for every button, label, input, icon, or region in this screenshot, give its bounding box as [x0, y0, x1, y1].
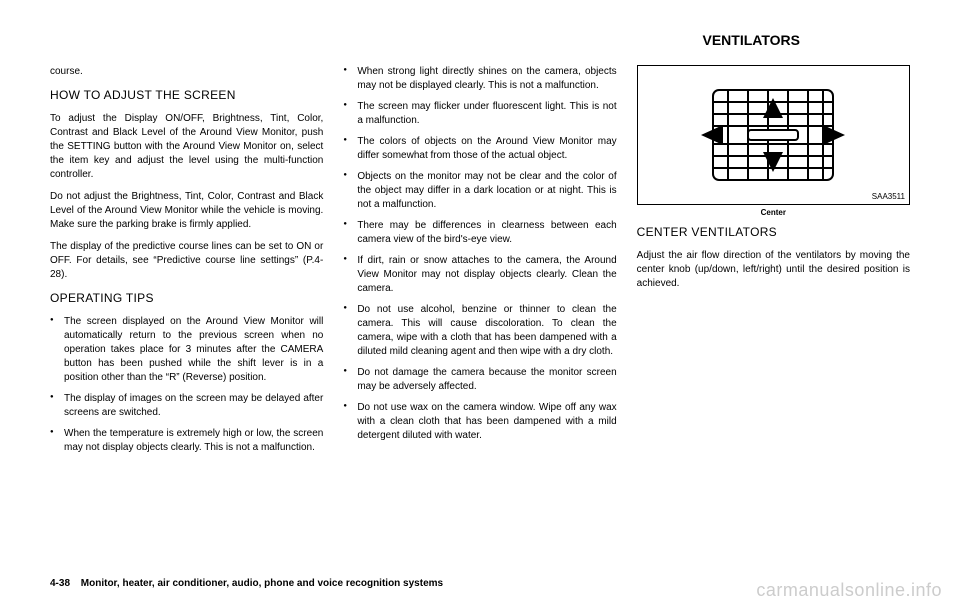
heading-adjust-screen: HOW TO ADJUST THE SCREEN — [50, 87, 323, 104]
list-item: Do not damage the camera because the mon… — [343, 366, 616, 394]
orphan-text: course. — [50, 65, 323, 79]
page-number: 4-38 — [50, 578, 70, 589]
bullet-list: When strong light directly shines on the… — [343, 65, 616, 443]
list-item: When strong light directly shines on the… — [343, 65, 616, 93]
list-item: The screen displayed on the Around View … — [50, 315, 323, 385]
list-item: The colors of objects on the Around View… — [343, 135, 616, 163]
list-item: There may be differences in clearness be… — [343, 219, 616, 247]
content-columns: course. HOW TO ADJUST THE SCREEN To adju… — [50, 65, 910, 462]
section-header: VENTILATORS — [703, 32, 801, 48]
figure-caption: Center — [637, 207, 910, 218]
column-1: course. HOW TO ADJUST THE SCREEN To adju… — [50, 65, 323, 462]
list-item: The display of images on the screen may … — [50, 392, 323, 420]
body-text: To adjust the Display ON/OFF, Brightness… — [50, 112, 323, 182]
body-text: Do not adjust the Brightness, Tint, Colo… — [50, 190, 323, 232]
page-footer: 4-38 Monitor, heater, air conditioner, a… — [50, 578, 443, 589]
footer-section: Monitor, heater, air conditioner, audio,… — [81, 578, 443, 589]
figure-code: SAA3511 — [872, 191, 905, 202]
ventilator-icon — [693, 80, 853, 190]
column-3: SAA3511 Center CENTER VENTILATORS Adjust… — [637, 65, 910, 462]
heading-operating-tips: OPERATING TIPS — [50, 290, 323, 307]
list-item: Objects on the monitor may not be clear … — [343, 170, 616, 212]
list-item: If dirt, rain or snow attaches to the ca… — [343, 254, 616, 296]
list-item: The screen may flicker under fluorescent… — [343, 100, 616, 128]
body-text: The display of the predictive course lin… — [50, 240, 323, 282]
heading-center-ventilators: CENTER VENTILATORS — [637, 224, 910, 241]
list-item: Do not use wax on the camera window. Wip… — [343, 401, 616, 443]
list-item: Do not use alcohol, benzine or thinner t… — [343, 303, 616, 359]
ventilator-figure: SAA3511 — [637, 65, 910, 205]
column-2: When strong light directly shines on the… — [343, 65, 616, 462]
watermark: carmanualsonline.info — [756, 580, 942, 601]
list-item: When the temperature is extremely high o… — [50, 427, 323, 455]
body-text: Adjust the air flow direction of the ven… — [637, 249, 910, 291]
bullet-list: The screen displayed on the Around View … — [50, 315, 323, 455]
